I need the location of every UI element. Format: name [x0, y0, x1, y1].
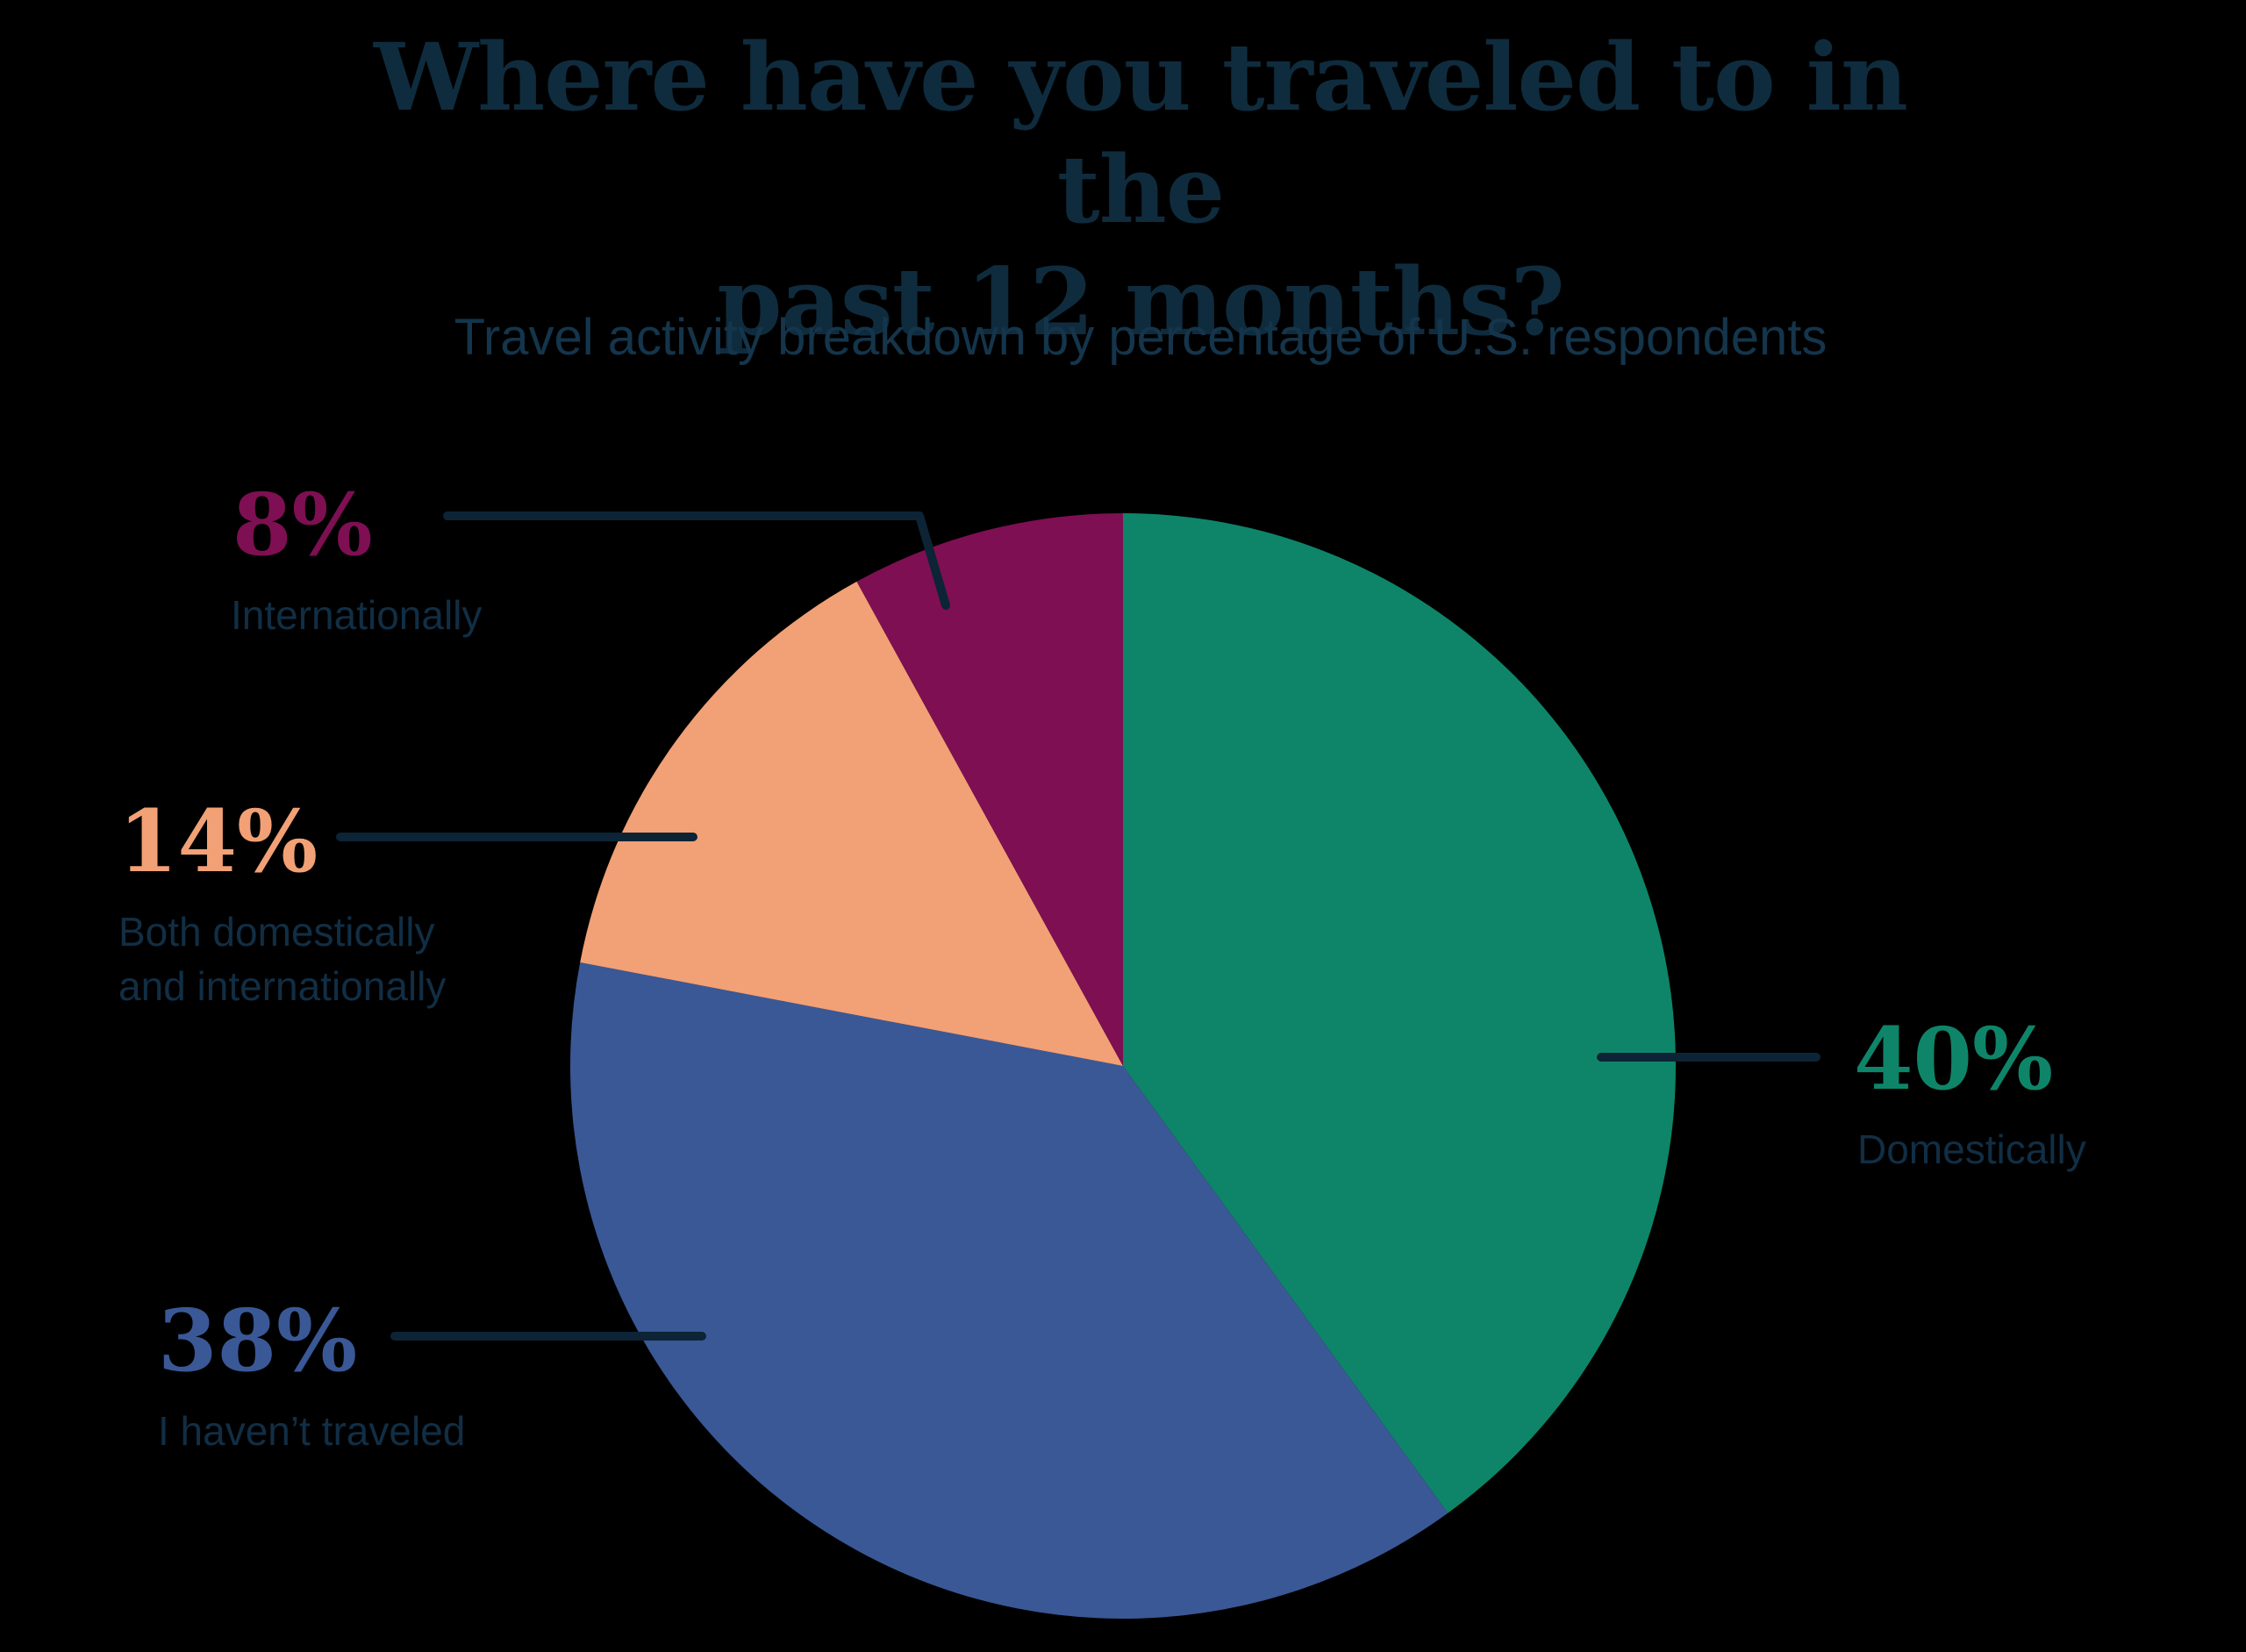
pie-slice-domestically — [1123, 513, 1676, 1513]
callout-label-internationally: Internationally — [231, 592, 483, 638]
pie-slice-i-haven-t-traveled — [570, 962, 1448, 1620]
pie-slice-both-domestically-and-internationally — [580, 581, 1123, 1066]
chart-title: Where have you traveled to in the past 1… — [281, 21, 2000, 358]
callout-label-both: Both domestically and internationally — [118, 905, 446, 1013]
callout-pct-internationally: 8% — [232, 475, 373, 575]
leader-lines — [336, 511, 1820, 1341]
leader-line-internationally — [443, 511, 950, 610]
callout-label-both-line1: Both domestically — [118, 909, 435, 955]
pie-slice-internationally — [856, 513, 1123, 1066]
callout-label-both-line2: and internationally — [118, 963, 447, 1009]
callout-pct-both: 14% — [118, 791, 318, 891]
chart-title-line1: Where have you traveled to in the — [374, 22, 1908, 244]
callout-label-havent-traveled: I haven’t traveled — [158, 1408, 466, 1454]
callout-label-domestically: Domestically — [1857, 1126, 2086, 1172]
chart-subtitle: Travel activity breakdown by percentage … — [454, 309, 1828, 366]
pie-slices — [570, 513, 1676, 1620]
chart-title-line2: past 12 months? — [717, 247, 1565, 356]
callout-pct-havent-traveled: 38% — [158, 1291, 358, 1391]
callout-pct-domestically: 40% — [1854, 1009, 2054, 1109]
